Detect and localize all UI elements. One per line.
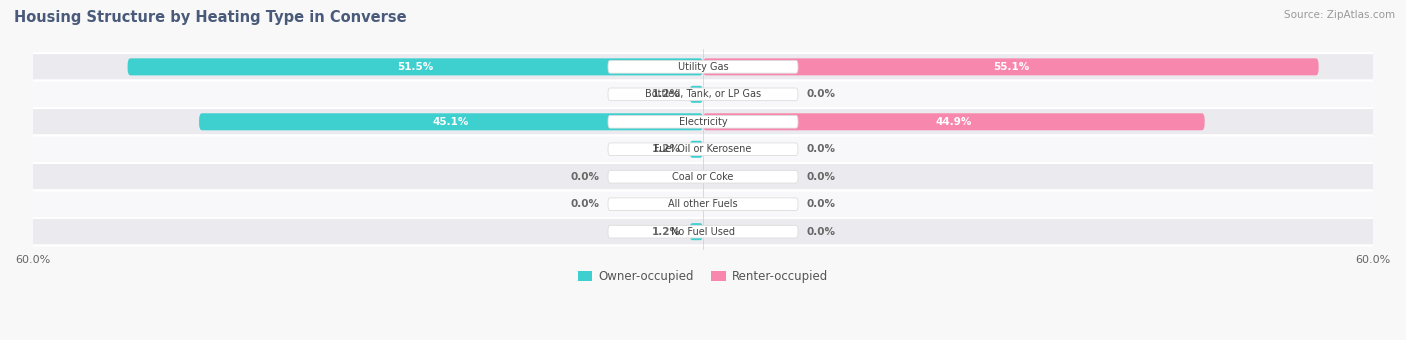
FancyBboxPatch shape	[689, 223, 703, 240]
FancyBboxPatch shape	[607, 88, 799, 101]
Text: 0.0%: 0.0%	[807, 227, 837, 237]
FancyBboxPatch shape	[607, 116, 799, 128]
Text: 1.2%: 1.2%	[651, 144, 681, 154]
Text: 0.0%: 0.0%	[807, 144, 837, 154]
FancyBboxPatch shape	[607, 225, 799, 238]
Text: 51.5%: 51.5%	[396, 62, 433, 72]
Text: Source: ZipAtlas.com: Source: ZipAtlas.com	[1284, 10, 1395, 20]
FancyBboxPatch shape	[689, 86, 703, 103]
FancyBboxPatch shape	[128, 58, 703, 75]
Text: Coal or Coke: Coal or Coke	[672, 172, 734, 182]
FancyBboxPatch shape	[21, 136, 1385, 163]
Text: 0.0%: 0.0%	[569, 172, 599, 182]
FancyBboxPatch shape	[200, 113, 703, 130]
Text: No Fuel Used: No Fuel Used	[671, 227, 735, 237]
Text: Housing Structure by Heating Type in Converse: Housing Structure by Heating Type in Con…	[14, 10, 406, 25]
Text: 0.0%: 0.0%	[807, 172, 837, 182]
Text: 1.2%: 1.2%	[651, 89, 681, 99]
Text: Electricity: Electricity	[679, 117, 727, 127]
Text: 1.2%: 1.2%	[651, 227, 681, 237]
Legend: Owner-occupied, Renter-occupied: Owner-occupied, Renter-occupied	[574, 265, 832, 288]
FancyBboxPatch shape	[689, 141, 703, 158]
FancyBboxPatch shape	[607, 170, 799, 183]
Text: 44.9%: 44.9%	[935, 117, 972, 127]
FancyBboxPatch shape	[21, 190, 1385, 218]
FancyBboxPatch shape	[703, 58, 1319, 75]
Text: All other Fuels: All other Fuels	[668, 199, 738, 209]
Text: Bottled, Tank, or LP Gas: Bottled, Tank, or LP Gas	[645, 89, 761, 99]
FancyBboxPatch shape	[607, 143, 799, 156]
Text: 0.0%: 0.0%	[807, 199, 837, 209]
FancyBboxPatch shape	[21, 218, 1385, 245]
FancyBboxPatch shape	[21, 163, 1385, 190]
FancyBboxPatch shape	[21, 108, 1385, 136]
FancyBboxPatch shape	[21, 53, 1385, 81]
FancyBboxPatch shape	[21, 81, 1385, 108]
Text: Fuel Oil or Kerosene: Fuel Oil or Kerosene	[654, 144, 752, 154]
FancyBboxPatch shape	[607, 198, 799, 210]
Text: 0.0%: 0.0%	[807, 89, 837, 99]
Text: 0.0%: 0.0%	[569, 199, 599, 209]
Text: 55.1%: 55.1%	[993, 62, 1029, 72]
Text: 45.1%: 45.1%	[433, 117, 470, 127]
Text: Utility Gas: Utility Gas	[678, 62, 728, 72]
FancyBboxPatch shape	[607, 61, 799, 73]
FancyBboxPatch shape	[703, 113, 1205, 130]
